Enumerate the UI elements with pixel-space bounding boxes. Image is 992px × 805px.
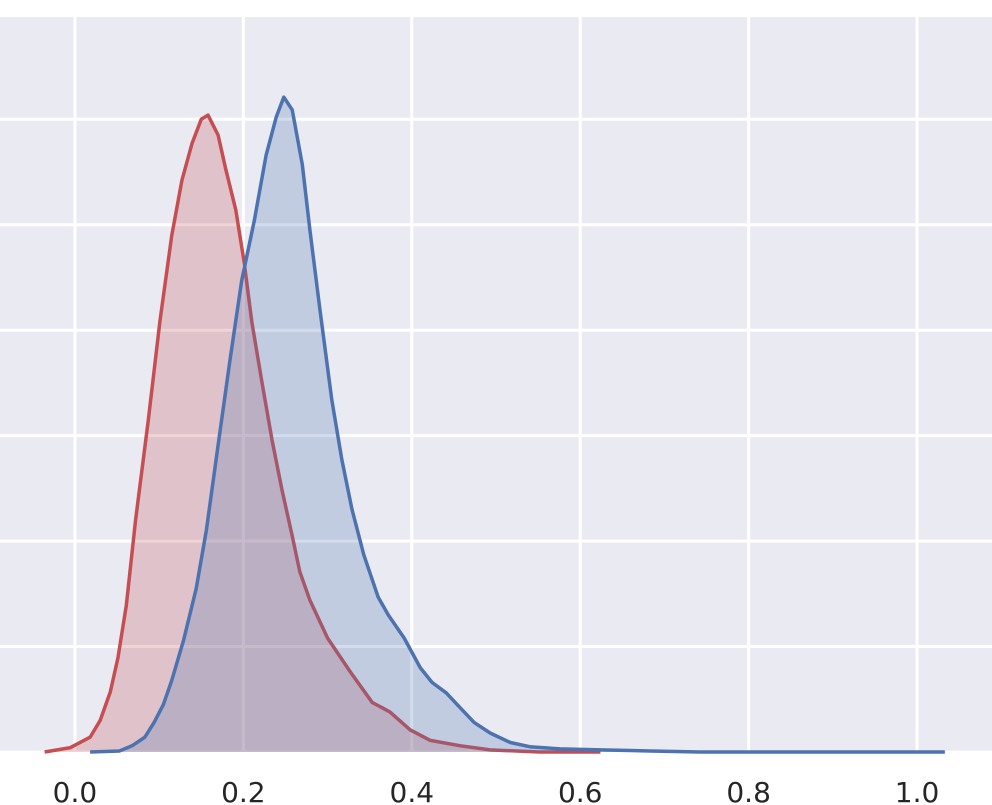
density-line <box>90 95 945 754</box>
plot-background <box>0 17 992 752</box>
x-tick-label: 0.2 <box>221 776 266 805</box>
density-area <box>90 97 945 752</box>
x-tick-label: 1.0 <box>895 776 940 805</box>
x-tick-label: 0.4 <box>390 776 435 805</box>
density-area <box>44 115 601 752</box>
x-tick-label: 0.8 <box>726 776 771 805</box>
x-tick-label: 0.0 <box>53 776 98 805</box>
x-tick-label: 0.6 <box>558 776 603 805</box>
density-line <box>44 113 601 754</box>
